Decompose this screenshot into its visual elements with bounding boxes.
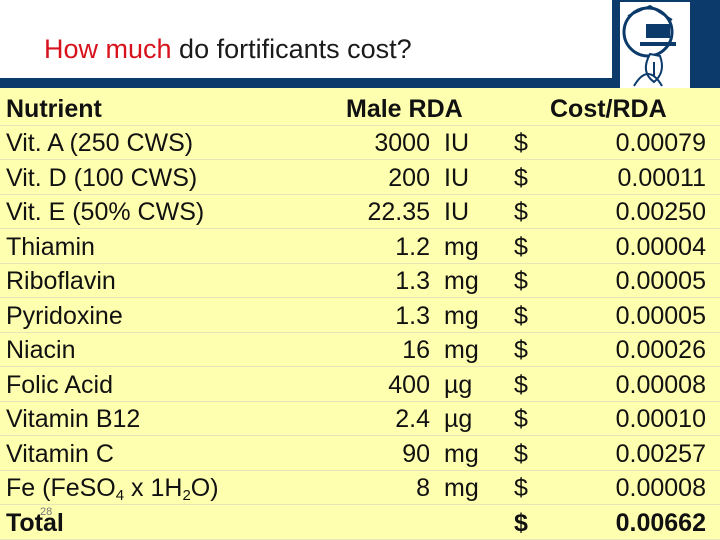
nutrient-name: Fe (FeSO4 x 1H2O) <box>6 471 219 505</box>
currency-symbol: $ <box>514 163 528 192</box>
rda-unit: mg <box>444 232 479 261</box>
currency-symbol: $ <box>514 198 528 226</box>
rda-unit: µg <box>444 405 473 433</box>
cost-value: 0.00008 <box>615 474 706 502</box>
currency-symbol: $ <box>514 405 528 433</box>
rda-unit: mg <box>444 267 479 295</box>
rda-value: 400 <box>388 370 430 399</box>
rda-value: 1.3 <box>395 301 430 330</box>
nutrient-name: Folic Acid <box>6 370 113 399</box>
cost-value: 0.00005 <box>615 267 706 295</box>
cost-value: 0.00005 <box>615 301 706 330</box>
table-row: Thiamin 1.2 mg $0.00004 <box>0 230 720 264</box>
rda-value: 22.35 <box>367 198 430 226</box>
cost-table: Nutrient Male RDA Cost/RDA Vit. A (250 C… <box>0 88 720 540</box>
table-row: Vit. D (100 CWS) 200 IU $0.00011 <box>0 161 720 195</box>
table-row: Vitamin B12 2.4 µg $0.00010 <box>0 402 720 436</box>
cost-value: 0.00079 <box>615 129 706 157</box>
header-male-rda: Male RDA <box>346 95 463 123</box>
cost-value: 0.00250 <box>615 198 706 226</box>
table-row: Vitamin C 90 mg $0.00257 <box>0 437 720 471</box>
nutrient-name: Vitamin B12 <box>6 405 141 433</box>
cost-value: 0.00004 <box>615 232 706 261</box>
rda-unit: mg <box>444 474 479 502</box>
title-accent: How much <box>44 34 172 64</box>
rda-unit: IU <box>444 129 469 157</box>
total-label: Total <box>6 509 64 537</box>
rda-value: 16 <box>402 336 430 364</box>
cost-value: 0.00008 <box>615 370 706 399</box>
currency-symbol: $ <box>514 370 528 399</box>
table-row: Vit. A (250 CWS) 3000 IU $0.00079 <box>0 126 720 160</box>
rda-value: 8 <box>416 474 430 502</box>
currency-symbol: $ <box>514 301 528 330</box>
total-currency: $ <box>514 509 528 537</box>
title-rest: do fortificants cost? <box>171 34 412 64</box>
table-row: Niacin 16 mg $0.00026 <box>0 333 720 367</box>
subscript: 2 <box>182 487 191 504</box>
subscript: 4 <box>115 487 125 504</box>
slide-header: How much do fortificants cost? <box>0 0 720 88</box>
rda-value: 1.2 <box>395 232 430 261</box>
rda-unit: mg <box>444 439 479 468</box>
cost-value: 0.00010 <box>615 405 706 433</box>
header-nutrient: Nutrient <box>6 95 102 123</box>
table-row: Vit. E (50% CWS) 22.35 IU $0.00250 <box>0 195 720 229</box>
table-row: Folic Acid 400 µg $0.00008 <box>0 368 720 402</box>
nutrient-name: Thiamin <box>6 232 95 261</box>
currency-symbol: $ <box>514 474 528 502</box>
table-row: Fe (FeSO4 x 1H2O) 8 mg $0.00008 <box>0 471 720 505</box>
nutrient-name: Vit. E (50% CWS) <box>6 198 205 226</box>
currency-symbol: $ <box>514 336 528 364</box>
rda-value: 1.3 <box>395 267 430 295</box>
rda-unit: mg <box>444 336 479 364</box>
rda-unit: IU <box>444 163 469 192</box>
nutrient-name: Vit. A (250 CWS) <box>6 129 194 157</box>
institution-logo <box>620 2 690 88</box>
name-part: x 1H <box>124 474 183 502</box>
slide-title: How much do fortificants cost? <box>44 34 412 65</box>
rda-value: 2.4 <box>395 405 430 433</box>
table-header-row: Nutrient Male RDA Cost/RDA <box>0 92 720 126</box>
currency-symbol: $ <box>514 267 528 295</box>
title-box: How much do fortificants cost? <box>0 0 612 78</box>
logo-graphic <box>622 4 676 87</box>
cost-value: 0.00026 <box>615 336 706 364</box>
rda-value: 3000 <box>374 129 430 157</box>
cost-value: 0.00011 <box>617 163 706 192</box>
rda-value: 200 <box>388 163 430 192</box>
rda-unit: µg <box>444 370 473 399</box>
nutrient-name: Vitamin C <box>6 439 114 468</box>
nutrient-name: Niacin <box>6 336 76 364</box>
currency-symbol: $ <box>514 232 528 261</box>
table-row: Pyridoxine 1.3 mg $0.00005 <box>0 299 720 333</box>
cost-value: 0.00257 <box>615 439 706 468</box>
table-total-row: Total $ 0.00662 <box>0 506 720 540</box>
table-row: Riboflavin 1.3 mg $0.00005 <box>0 264 720 298</box>
rda-unit: mg <box>444 301 479 330</box>
currency-symbol: $ <box>514 439 528 468</box>
currency-symbol: $ <box>514 129 528 157</box>
nutrient-name: Pyridoxine <box>6 301 123 330</box>
slide-number: 28 <box>40 506 53 518</box>
rda-unit: IU <box>444 198 469 226</box>
nutrient-name: Vit. D (100 CWS) <box>6 163 198 192</box>
total-cost: 0.00662 <box>615 509 706 537</box>
name-part: O) <box>190 474 219 502</box>
name-part: Fe (FeSO <box>6 474 116 502</box>
nutrient-name: Riboflavin <box>6 267 116 295</box>
header-cost-rda: Cost/RDA <box>550 95 667 123</box>
rda-value: 90 <box>402 439 430 468</box>
